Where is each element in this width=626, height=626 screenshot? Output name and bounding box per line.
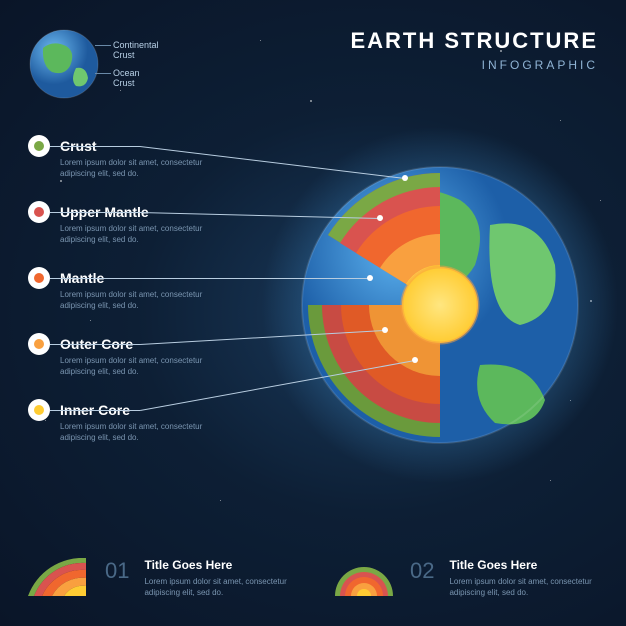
- layer-callout-mantle: Mantle Lorem ipsum dolor sit amet, conse…: [28, 270, 228, 311]
- section-desc: Lorem ipsum dolor sit amet, consectetur …: [449, 576, 598, 598]
- section-title: Title Goes Here: [144, 558, 293, 572]
- section-title: Title Goes Here: [449, 558, 598, 572]
- layer-bullet: [28, 201, 50, 223]
- section-number: 02: [410, 558, 434, 584]
- bottom-section-01: 01 Title Goes Here Lorem ipsum dolor sit…: [28, 558, 293, 598]
- earth-cutaway-svg: [300, 165, 580, 445]
- page-subtitle: INFOGRAPHIC: [350, 58, 598, 72]
- section-desc: Lorem ipsum dolor sit amet, consectetur …: [144, 576, 293, 598]
- layer-desc: Lorem ipsum dolor sit amet, consectetur …: [60, 157, 220, 179]
- layer-bullet: [28, 135, 50, 157]
- small-globe-legend: Continental Crust Ocean Crust: [28, 28, 100, 105]
- layer-desc: Lorem ipsum dolor sit amet, consectetur …: [60, 355, 220, 377]
- header: EARTH STRUCTURE INFOGRAPHIC: [350, 28, 598, 72]
- layer-callout-crust: Crust Lorem ipsum dolor sit amet, consec…: [28, 138, 228, 179]
- layer-bullet: [28, 333, 50, 355]
- layer-desc: Lorem ipsum dolor sit amet, consectetur …: [60, 289, 220, 311]
- section-number: 01: [105, 558, 129, 584]
- page-title: EARTH STRUCTURE: [350, 28, 598, 54]
- arc-half-icon: [333, 558, 395, 596]
- bottom-section-02: 02 Title Goes Here Lorem ipsum dolor sit…: [333, 558, 598, 598]
- small-globe-icon: [28, 28, 100, 100]
- continental-crust-label: Continental Crust: [113, 40, 159, 60]
- bottom-sections: 01 Title Goes Here Lorem ipsum dolor sit…: [28, 558, 598, 598]
- layer-bullet: [28, 267, 50, 289]
- layer-desc: Lorem ipsum dolor sit amet, consectetur …: [60, 223, 220, 245]
- layer-callout-inner-core: Inner Core Lorem ipsum dolor sit amet, c…: [28, 402, 228, 443]
- arc-quarter-icon: [28, 558, 90, 596]
- layer-callout-outer-core: Outer Core Lorem ipsum dolor sit amet, c…: [28, 336, 228, 377]
- ocean-crust-label: Ocean Crust: [113, 68, 140, 88]
- layer-desc: Lorem ipsum dolor sit amet, consectetur …: [60, 421, 220, 443]
- earth-cutaway: [300, 165, 580, 445]
- layer-bullet: [28, 399, 50, 421]
- layer-callout-upper-mantle: Upper Mantle Lorem ipsum dolor sit amet,…: [28, 204, 228, 245]
